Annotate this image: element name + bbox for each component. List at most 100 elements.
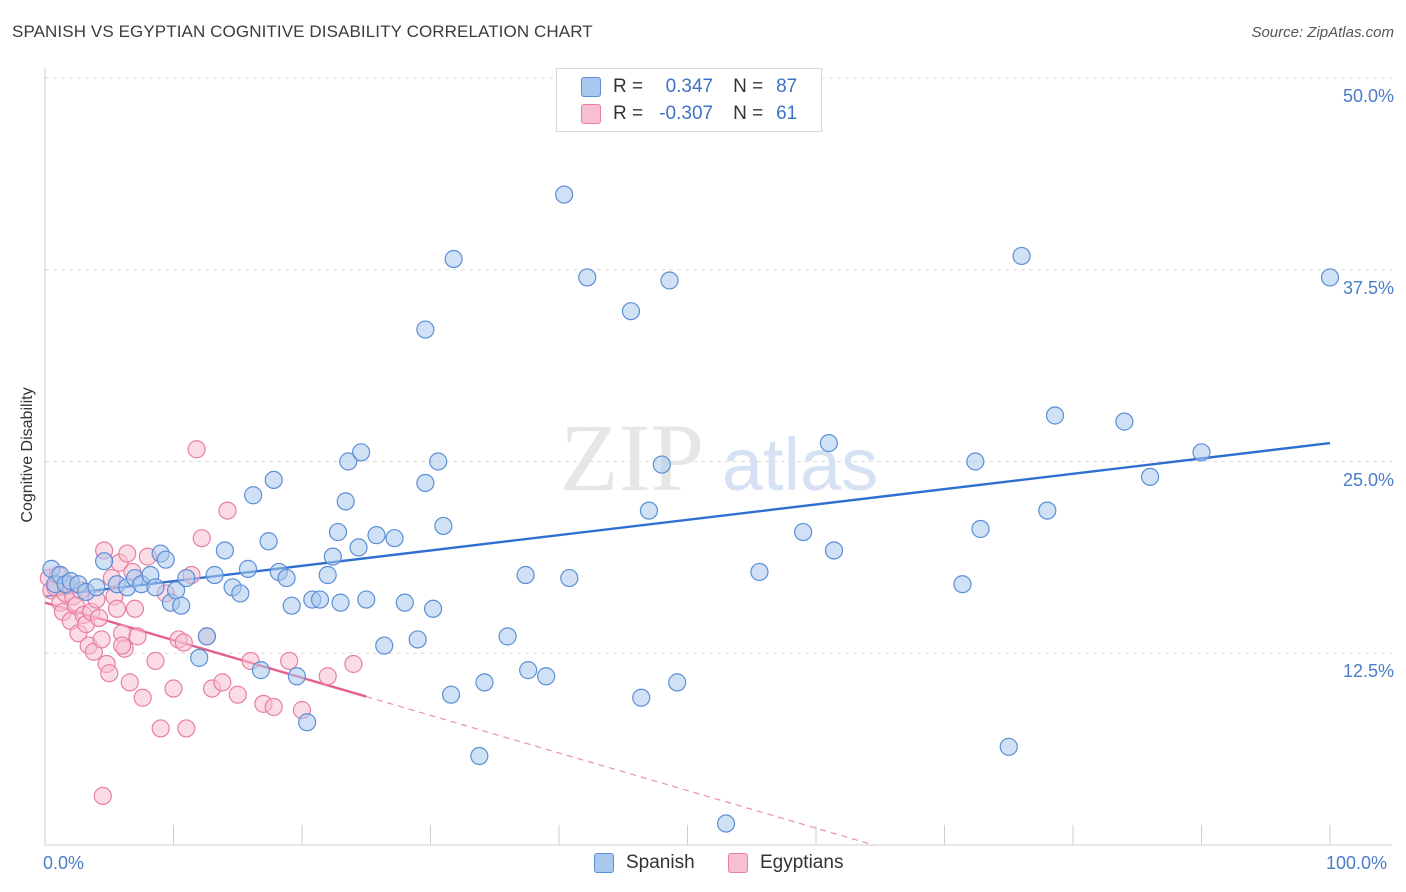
spanish-point: [1012, 246, 1031, 266]
spanish-point: [331, 593, 350, 612]
spanish-point: [251, 661, 270, 680]
egypt-point: [177, 719, 196, 738]
spanish-point: [177, 568, 196, 588]
spanish-point: [416, 320, 435, 339]
spanish-point: [215, 541, 234, 560]
egypt-trend-dashed: [366, 696, 874, 846]
spanish-point: [441, 685, 461, 704]
y-tick-label: 12.5%: [1342, 661, 1394, 682]
spanish-point: [244, 486, 263, 505]
legend-r-label: R =: [613, 76, 644, 97]
bottom-legend-spanish: Spanish: [594, 852, 695, 874]
spanish-point: [1045, 406, 1065, 425]
spanish-point: [357, 590, 376, 609]
spanish-point: [555, 185, 574, 204]
spanish-point: [824, 541, 844, 560]
spanish-point: [367, 526, 386, 545]
spanish-point: [395, 593, 414, 612]
egypt-trend-group: [44, 601, 874, 846]
spanish-point: [190, 648, 209, 667]
spanish-point: [668, 673, 687, 692]
spanish-point: [953, 575, 972, 594]
egypt-point: [100, 664, 119, 683]
spanish-point: [318, 565, 337, 585]
egypt-point: [213, 673, 232, 692]
egypt-point: [125, 599, 145, 618]
watermark-zip: ZIP: [560, 404, 704, 511]
spanish-point: [87, 578, 106, 597]
spanish-point: [310, 590, 330, 609]
legend-row-spanish: R = 0.347 N = 87: [581, 75, 797, 99]
spanish-point: [352, 443, 371, 462]
spanish-point: [349, 538, 368, 557]
spanish-point: [1192, 443, 1211, 462]
egypt-point: [192, 529, 211, 548]
egyptians-swatch: [581, 104, 601, 124]
legend-n-label: N =: [733, 103, 764, 124]
legend-row-egyptians: R = -0.307 N = 61: [581, 102, 797, 126]
egypt-point: [344, 654, 363, 674]
spanish-point: [238, 559, 258, 578]
legend-r-value: 0.347: [665, 76, 714, 97]
spanish-point: [716, 814, 736, 833]
egypt-point: [228, 685, 247, 704]
bottom-legend-label: Egyptians: [760, 852, 844, 873]
egypt-point: [151, 719, 170, 738]
egypt-point: [92, 630, 111, 649]
spanish-point: [172, 596, 191, 615]
watermark: ZIP atlas: [560, 404, 878, 511]
y-tick-label: 25.0%: [1342, 469, 1394, 490]
spanish-point: [660, 271, 679, 290]
egypt-point: [112, 636, 132, 655]
bottom-legend-egyptians: Egyptians: [728, 852, 843, 874]
x-tick-label-max: 100.0%: [1326, 853, 1388, 873]
spanish-trend-solid: [44, 441, 1331, 598]
source-label: Source: ZipAtlas.com: [1251, 24, 1394, 41]
spanish-point: [444, 249, 463, 269]
spanish-point: [416, 473, 435, 493]
egypt-point: [89, 608, 109, 628]
legend: R = 0.347 N = 87 R = -0.307 N = 61: [556, 68, 822, 132]
y-axis-label: Cognitive Disability: [19, 387, 36, 523]
spanish-point: [639, 501, 659, 520]
spanish-point: [259, 532, 278, 551]
egypt-point: [174, 633, 193, 652]
egypt-points: [39, 440, 363, 806]
egypt-point: [218, 501, 237, 520]
spanish-point: [264, 470, 283, 490]
legend-n-label: N =: [733, 76, 764, 97]
spanish-point: [298, 713, 317, 732]
egypt-point: [280, 651, 299, 671]
spanish-point: [197, 627, 217, 646]
spanish-point: [231, 584, 250, 603]
spanish-point: [323, 547, 342, 566]
legend-r-label: R =: [613, 103, 644, 124]
legend-r-value: -0.307: [659, 103, 714, 124]
spanish-point: [1038, 501, 1057, 520]
spanish-point: [519, 661, 538, 680]
egyptians-swatch: [728, 853, 748, 873]
axes: [44, 68, 1392, 846]
spanish-point: [819, 433, 838, 453]
legend-n-value: 61: [776, 103, 798, 124]
spanish-point: [578, 268, 597, 287]
spanish-point: [1140, 467, 1160, 486]
spanish-point: [537, 667, 556, 686]
spanish-point: [999, 737, 1018, 756]
spanish-swatch: [594, 853, 614, 873]
spanish-trend-group: [44, 441, 1331, 598]
spanish-point: [652, 455, 671, 474]
egypt-point: [164, 679, 183, 698]
spanish-point: [339, 452, 358, 471]
legend-n-value: 87: [776, 76, 798, 97]
spanish-point: [750, 562, 769, 582]
spanish-point: [632, 688, 651, 707]
watermark-atlas: atlas: [722, 423, 878, 506]
spanish-point: [966, 452, 985, 471]
spanish-point: [385, 529, 404, 548]
x-tick-label-min: 0.0%: [43, 853, 85, 873]
spanish-point: [423, 599, 443, 618]
spanish-point: [498, 627, 517, 646]
spanish-point: [146, 578, 165, 597]
